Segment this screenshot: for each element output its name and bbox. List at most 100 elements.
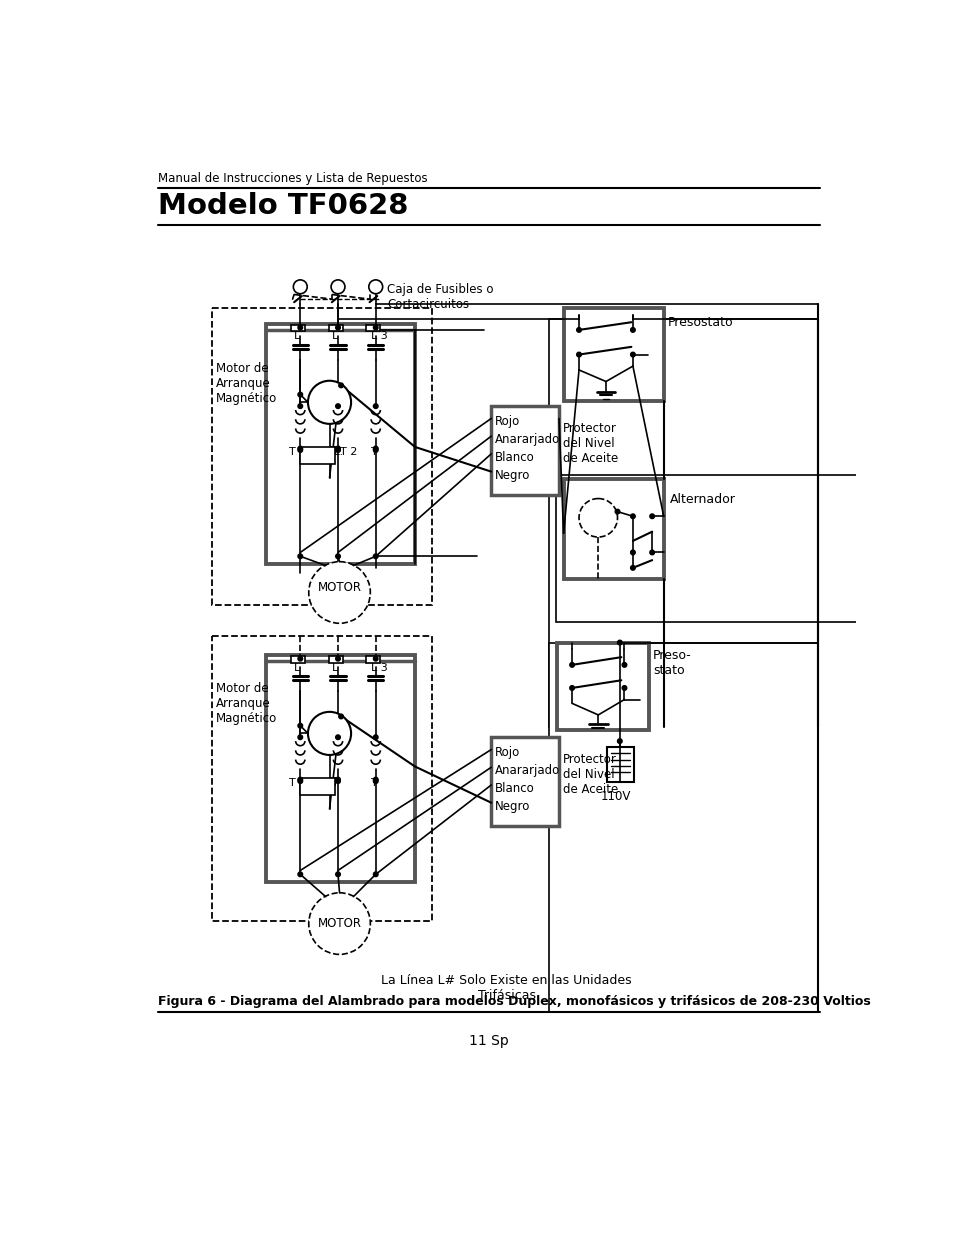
Text: Figura 6 - Diagrama del Alambrado para modelos Duplex, monofásicos y trifásicos : Figura 6 - Diagrama del Alambrado para m… (157, 995, 870, 1008)
Circle shape (338, 714, 343, 719)
Text: L: L (332, 331, 337, 341)
Text: Negro: Negro (495, 799, 530, 813)
Text: Blanco: Blanco (495, 451, 535, 464)
Text: bina: bina (318, 737, 340, 747)
Circle shape (373, 404, 377, 409)
Text: T: T (332, 778, 338, 788)
Text: Preso-
stato: Preso- stato (652, 650, 691, 678)
Circle shape (373, 446, 377, 451)
Circle shape (297, 656, 302, 661)
Circle shape (630, 550, 635, 555)
Text: Manual de Instrucciones y Lista de Repuestos: Manual de Instrucciones y Lista de Repue… (157, 172, 427, 185)
Circle shape (335, 404, 340, 409)
Bar (548, 319, 818, 727)
Bar (563, 479, 663, 579)
Circle shape (630, 352, 635, 357)
Circle shape (621, 662, 626, 667)
Circle shape (373, 656, 377, 661)
Circle shape (297, 872, 302, 877)
Bar (300, 447, 335, 464)
Text: Caja de Fusibles o
Cortacircuitos: Caja de Fusibles o Cortacircuitos (387, 283, 494, 311)
Text: Modelo TF0628: Modelo TF0628 (157, 193, 408, 220)
Bar (366, 325, 380, 331)
Text: La Línea L# Solo Existe en las Unidades
Trifásicas: La Línea L# Solo Existe en las Unidades … (381, 973, 631, 1002)
Text: Anararjado: Anararjado (495, 433, 559, 446)
Circle shape (649, 550, 654, 555)
Circle shape (335, 448, 340, 452)
Text: Motor de
Arranque
Magnético: Motor de Arranque Magnético (216, 682, 277, 725)
Text: Rojo: Rojo (495, 746, 519, 760)
Text: MOTOR: MOTOR (317, 582, 361, 594)
Bar (329, 325, 342, 331)
Bar (213, 309, 432, 605)
Bar (563, 309, 663, 401)
Circle shape (297, 393, 302, 396)
Circle shape (309, 562, 370, 624)
Circle shape (577, 352, 580, 357)
Circle shape (578, 499, 617, 537)
Bar (213, 636, 432, 920)
Circle shape (297, 779, 302, 783)
Circle shape (335, 735, 340, 740)
Bar (291, 656, 305, 662)
Bar (491, 737, 558, 826)
Circle shape (373, 735, 377, 740)
Circle shape (373, 555, 377, 558)
Circle shape (338, 383, 343, 388)
Bar (329, 656, 342, 662)
Text: Presostato: Presostato (667, 316, 733, 329)
Text: T: T (371, 447, 377, 457)
Circle shape (297, 735, 302, 740)
Circle shape (630, 327, 635, 332)
Text: Alternador: Alternador (669, 493, 735, 506)
Circle shape (621, 685, 626, 690)
Text: Negro: Negro (495, 468, 530, 482)
Circle shape (297, 404, 302, 409)
Bar (266, 324, 415, 564)
Text: MOTOR: MOTOR (317, 918, 361, 930)
Text: T 2: T 2 (339, 447, 356, 457)
Circle shape (617, 739, 621, 743)
Text: L: L (294, 662, 300, 673)
Circle shape (297, 325, 302, 330)
Text: 11 Sp: 11 Sp (469, 1034, 508, 1047)
Circle shape (615, 509, 619, 514)
Bar (548, 642, 818, 1013)
Bar (366, 656, 380, 662)
Bar (291, 325, 305, 331)
Circle shape (630, 514, 635, 519)
Text: Bo-: Bo- (320, 729, 338, 739)
Circle shape (335, 656, 340, 661)
Circle shape (335, 446, 340, 451)
Text: ALT: ALT (588, 513, 607, 522)
Text: Protector
del Nivel
de Aceite: Protector del Nivel de Aceite (562, 421, 618, 464)
Circle shape (308, 380, 351, 424)
Circle shape (373, 325, 377, 330)
Bar (556, 475, 918, 621)
Text: O.L.: O.L. (324, 447, 342, 457)
Circle shape (335, 555, 340, 558)
Bar (266, 655, 415, 882)
Circle shape (293, 280, 307, 294)
Text: O.L.: O.L. (313, 451, 333, 461)
Text: Anararjado: Anararjado (495, 764, 559, 777)
Circle shape (373, 872, 377, 877)
Circle shape (630, 566, 635, 571)
Text: O.L.: O.L. (313, 782, 333, 792)
Text: L: L (332, 662, 337, 673)
Circle shape (297, 724, 302, 727)
Circle shape (373, 448, 377, 452)
Circle shape (577, 327, 580, 332)
Bar (606, 747, 633, 782)
Circle shape (369, 280, 382, 294)
Circle shape (373, 779, 377, 783)
Text: T: T (289, 778, 295, 788)
Bar (557, 643, 648, 730)
Circle shape (335, 872, 340, 877)
Circle shape (335, 779, 340, 783)
Circle shape (308, 711, 351, 755)
Text: Motor de
Arranque
Magnético: Motor de Arranque Magnético (216, 362, 277, 405)
Text: T: T (371, 778, 377, 788)
Circle shape (335, 777, 340, 782)
Text: bina: bina (318, 406, 340, 416)
